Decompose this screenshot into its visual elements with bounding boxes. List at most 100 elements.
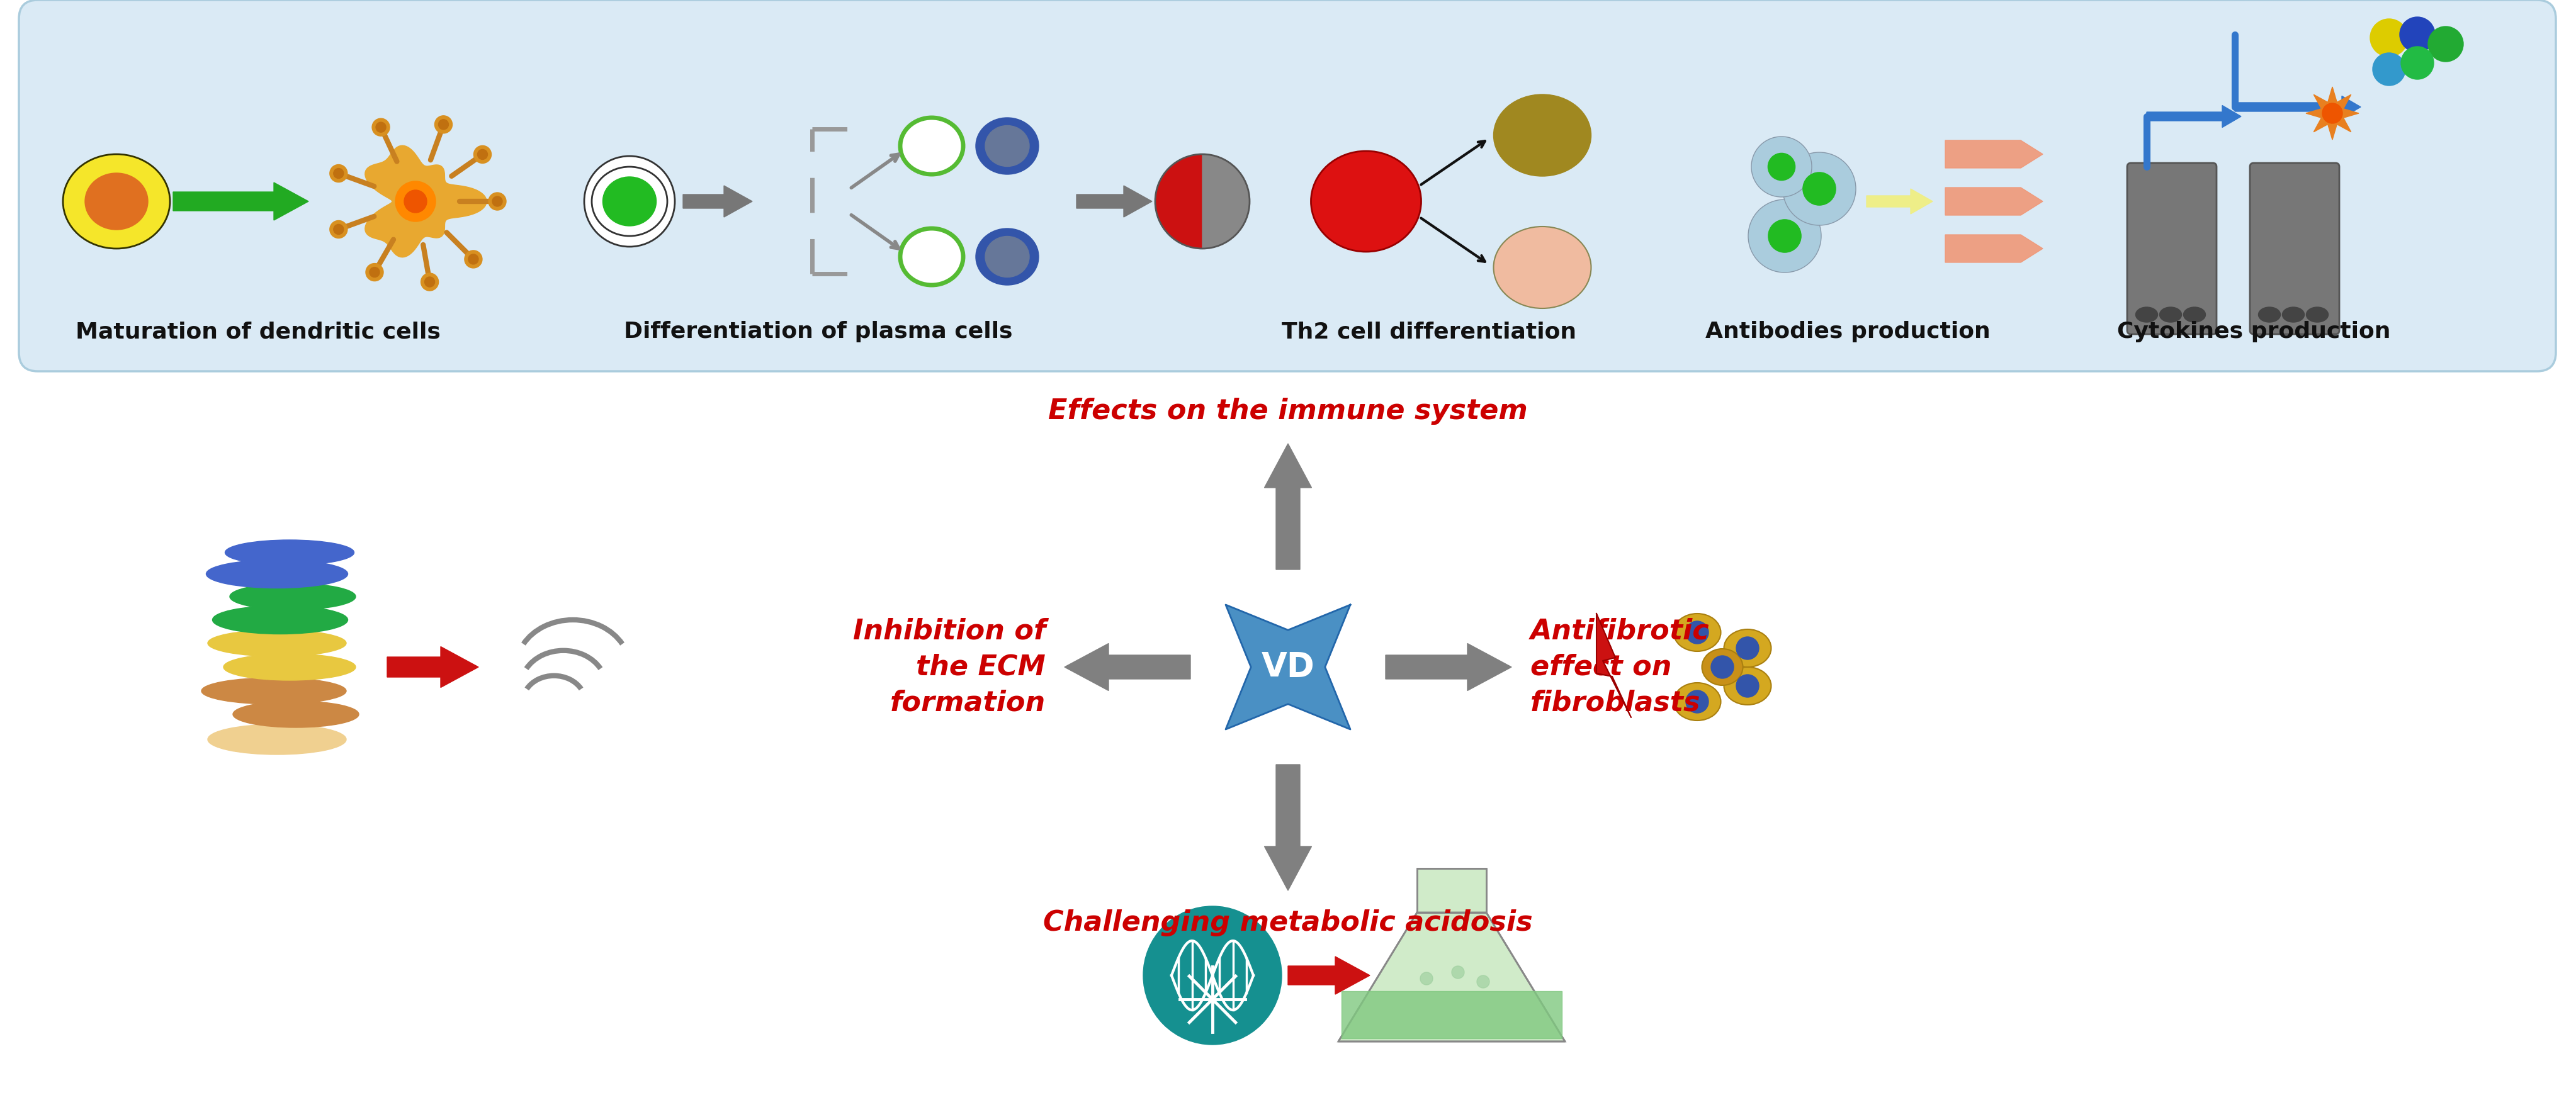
Circle shape bbox=[1453, 966, 1463, 979]
Ellipse shape bbox=[209, 724, 345, 755]
Polygon shape bbox=[173, 183, 309, 220]
Polygon shape bbox=[1945, 141, 2043, 168]
Polygon shape bbox=[1265, 764, 1311, 890]
Circle shape bbox=[371, 119, 389, 136]
Circle shape bbox=[2429, 26, 2463, 62]
Circle shape bbox=[477, 150, 487, 159]
Circle shape bbox=[1419, 972, 1432, 984]
Text: Antibodies production: Antibodies production bbox=[1705, 321, 1991, 342]
Polygon shape bbox=[1340, 913, 1566, 1042]
Circle shape bbox=[464, 251, 482, 268]
Polygon shape bbox=[1868, 189, 1932, 214]
Ellipse shape bbox=[224, 653, 355, 680]
Circle shape bbox=[368, 267, 379, 277]
Circle shape bbox=[2401, 46, 2434, 79]
Circle shape bbox=[330, 220, 348, 239]
Circle shape bbox=[2401, 16, 2434, 52]
Polygon shape bbox=[386, 647, 479, 688]
Circle shape bbox=[332, 168, 343, 178]
Ellipse shape bbox=[2136, 307, 2159, 322]
Ellipse shape bbox=[2306, 307, 2329, 322]
Text: Effects on the immune system: Effects on the immune system bbox=[1048, 398, 1528, 425]
Ellipse shape bbox=[592, 167, 667, 236]
Circle shape bbox=[366, 263, 384, 280]
Polygon shape bbox=[366, 145, 487, 257]
FancyBboxPatch shape bbox=[2249, 163, 2339, 334]
Polygon shape bbox=[1064, 643, 1190, 691]
Circle shape bbox=[489, 192, 505, 210]
Polygon shape bbox=[2306, 87, 2360, 140]
Ellipse shape bbox=[1311, 151, 1422, 252]
Text: Inhibition of
the ECM
formation: Inhibition of the ECM formation bbox=[853, 618, 1046, 716]
Circle shape bbox=[1752, 136, 1811, 197]
Ellipse shape bbox=[1674, 683, 1721, 720]
Ellipse shape bbox=[899, 229, 963, 285]
Ellipse shape bbox=[899, 118, 963, 174]
Polygon shape bbox=[2236, 96, 2360, 118]
Text: Th2 cell differentiation: Th2 cell differentiation bbox=[1283, 321, 1577, 342]
Ellipse shape bbox=[976, 118, 1038, 174]
Wedge shape bbox=[1203, 154, 1249, 249]
Circle shape bbox=[332, 224, 343, 234]
Circle shape bbox=[1710, 656, 1734, 679]
Text: VD: VD bbox=[1262, 651, 1314, 683]
Ellipse shape bbox=[976, 229, 1038, 285]
Ellipse shape bbox=[1723, 667, 1772, 705]
Text: Challenging metabolic acidosis: Challenging metabolic acidosis bbox=[1043, 910, 1533, 936]
Text: Cytokines production: Cytokines production bbox=[2117, 321, 2391, 342]
Ellipse shape bbox=[2259, 307, 2280, 322]
Ellipse shape bbox=[62, 154, 170, 249]
Circle shape bbox=[435, 115, 453, 133]
Ellipse shape bbox=[2184, 307, 2205, 322]
Ellipse shape bbox=[1674, 614, 1721, 651]
Ellipse shape bbox=[2282, 307, 2306, 322]
Polygon shape bbox=[1386, 643, 1512, 691]
Polygon shape bbox=[1342, 991, 1561, 1038]
FancyBboxPatch shape bbox=[18, 0, 2555, 372]
Circle shape bbox=[1767, 153, 1795, 180]
Wedge shape bbox=[1154, 154, 1203, 249]
FancyBboxPatch shape bbox=[2128, 163, 2215, 334]
Circle shape bbox=[1685, 691, 1708, 713]
Ellipse shape bbox=[224, 540, 353, 565]
Ellipse shape bbox=[229, 583, 355, 609]
Circle shape bbox=[376, 122, 386, 132]
Circle shape bbox=[1736, 637, 1759, 660]
Polygon shape bbox=[1265, 443, 1311, 570]
Polygon shape bbox=[1945, 187, 2043, 216]
Circle shape bbox=[394, 182, 435, 221]
Circle shape bbox=[1685, 621, 1708, 643]
Text: Differentiation of plasma cells: Differentiation of plasma cells bbox=[623, 321, 1012, 342]
Circle shape bbox=[1736, 674, 1759, 697]
Ellipse shape bbox=[85, 173, 147, 230]
Ellipse shape bbox=[206, 560, 348, 588]
Ellipse shape bbox=[1494, 227, 1592, 308]
Circle shape bbox=[585, 156, 675, 246]
Circle shape bbox=[438, 120, 448, 130]
Polygon shape bbox=[1226, 605, 1350, 729]
Circle shape bbox=[420, 273, 438, 290]
Polygon shape bbox=[1077, 186, 1151, 217]
Ellipse shape bbox=[1494, 95, 1592, 176]
Ellipse shape bbox=[1723, 629, 1772, 667]
Ellipse shape bbox=[1703, 649, 1744, 685]
Polygon shape bbox=[1597, 614, 1631, 717]
Circle shape bbox=[404, 190, 428, 212]
Circle shape bbox=[2372, 53, 2406, 86]
Ellipse shape bbox=[209, 630, 345, 657]
Ellipse shape bbox=[984, 125, 1030, 166]
Ellipse shape bbox=[2159, 307, 2182, 322]
Polygon shape bbox=[2146, 106, 2241, 128]
Polygon shape bbox=[1288, 957, 1370, 994]
Ellipse shape bbox=[201, 678, 345, 704]
Circle shape bbox=[469, 254, 479, 264]
Circle shape bbox=[474, 145, 492, 163]
Ellipse shape bbox=[984, 236, 1030, 277]
Circle shape bbox=[1783, 152, 1855, 225]
Circle shape bbox=[1476, 976, 1489, 988]
Polygon shape bbox=[683, 186, 752, 217]
Circle shape bbox=[2370, 19, 2409, 56]
Ellipse shape bbox=[603, 177, 657, 225]
Circle shape bbox=[425, 277, 435, 287]
Polygon shape bbox=[1945, 234, 2043, 263]
